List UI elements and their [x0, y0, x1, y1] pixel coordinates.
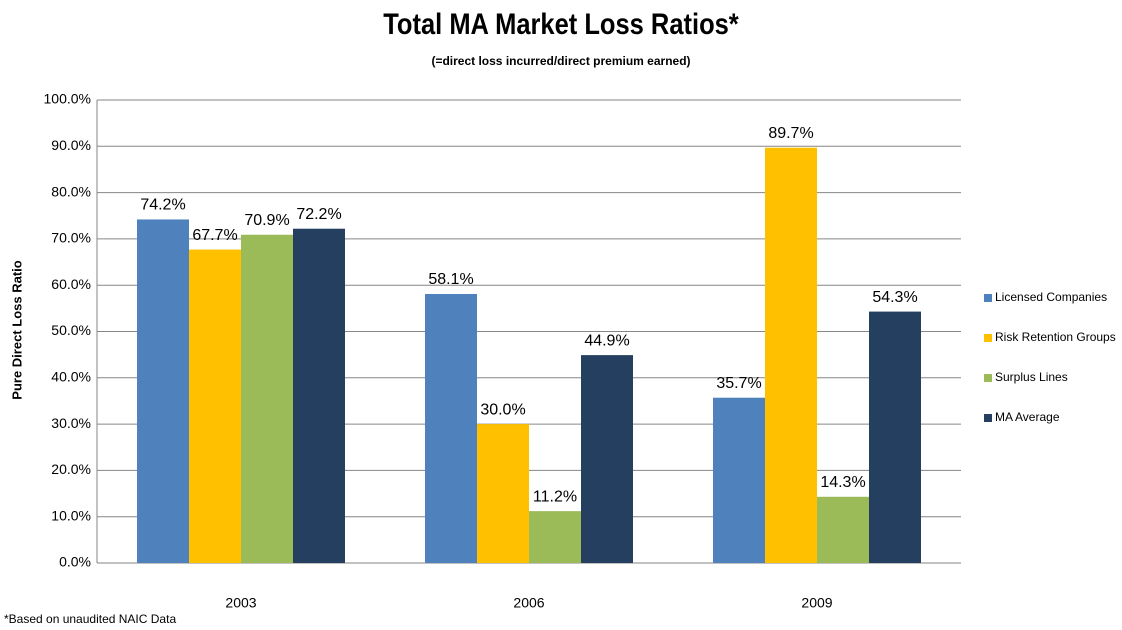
value-label: 74.2% [140, 197, 185, 214]
legend-label: MA Average [995, 410, 1060, 424]
y-tick-label: 90.0% [51, 137, 91, 153]
value-label: 14.3% [820, 474, 865, 491]
chart-title: Total MA Market Loss Ratios* [383, 7, 739, 40]
y-tick-label: 10.0% [51, 507, 91, 523]
value-label: 44.9% [584, 332, 629, 349]
value-label: 58.1% [428, 271, 473, 288]
value-label: 11.2% [533, 488, 577, 505]
legend-swatch [984, 374, 992, 382]
value-label: 70.9% [244, 212, 289, 229]
bar [189, 249, 241, 563]
bar [713, 397, 765, 563]
chart-subtitle: (=direct loss incurred/direct premium ea… [431, 54, 690, 68]
y-tick-label: 0.0% [59, 554, 91, 570]
footnote: *Based on unaudited NAIC Data [4, 612, 176, 626]
legend-swatch [984, 414, 992, 422]
y-tick-label: 100.0% [44, 91, 91, 107]
bar [293, 228, 345, 564]
bar [529, 511, 581, 563]
bar [137, 219, 189, 564]
y-tick-label: 20.0% [51, 461, 91, 477]
legend-label: Risk Retention Groups [995, 330, 1116, 344]
value-label: 30.0% [480, 401, 525, 418]
bar [581, 355, 633, 563]
bar [817, 496, 869, 563]
y-tick-label: 50.0% [51, 322, 91, 338]
y-tick-label: 80.0% [51, 183, 91, 199]
x-tick-label: 2003 [225, 595, 256, 611]
y-tick-label: 60.0% [51, 276, 91, 292]
y-tick-label: 70.0% [51, 230, 91, 246]
bar [241, 234, 293, 563]
y-axis-label: Pure Direct Loss Ratio [9, 260, 24, 399]
value-label: 35.7% [716, 375, 761, 392]
value-label: 67.7% [192, 227, 237, 244]
legend-label: Surplus Lines [995, 370, 1068, 384]
value-label: 72.2% [296, 206, 341, 223]
y-tick-label: 40.0% [51, 369, 91, 385]
y-tick-label: 30.0% [51, 415, 91, 431]
value-label: 89.7% [768, 125, 813, 142]
legend-swatch [984, 294, 992, 302]
legend-swatch [984, 334, 992, 342]
bar [477, 424, 529, 563]
value-label: 54.3% [872, 289, 917, 306]
bar [869, 311, 921, 563]
bar [425, 293, 477, 563]
x-tick-label: 2006 [513, 595, 544, 611]
bar [765, 147, 817, 563]
legend-label: Licensed Companies [995, 290, 1107, 304]
x-tick-label: 2009 [801, 595, 832, 611]
